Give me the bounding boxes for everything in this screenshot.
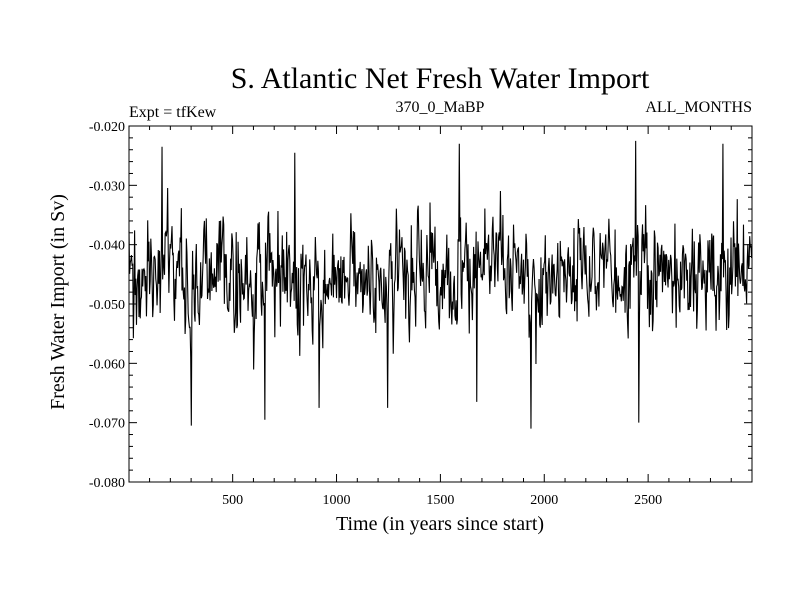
x-tick-label: 500 — [222, 493, 243, 508]
axis-ticks: 500 1000 1500 2000 2500 -0.080 -0.070 -0.060 -0.… — [89, 120, 752, 508]
y-tick-label: -0.030 — [89, 179, 125, 194]
plot-frame — [128, 125, 753, 483]
period-label: 370_0_MaBP — [396, 99, 485, 116]
y-tick-label: -0.020 — [89, 120, 125, 135]
y-axis-label: Fresh Water Import (in Sv) — [47, 194, 69, 410]
chart-title: S. Atlantic Net Fresh Water Import — [231, 62, 650, 95]
x-tick-label: 2500 — [634, 493, 662, 508]
y-tick-label: -0.070 — [89, 417, 125, 432]
y-tick-label: -0.060 — [89, 357, 125, 372]
x-tick-label: 2000 — [530, 493, 558, 508]
months-label: ALL_MONTHS — [645, 99, 752, 116]
x-tick-label: 1500 — [426, 493, 454, 508]
experiment-label: Expt = tfKew — [129, 104, 217, 121]
fresh-water-import-line — [128, 140, 753, 429]
data-series — [128, 140, 753, 429]
y-tick-label: -0.080 — [89, 476, 125, 491]
x-axis-label: Time (in years since start) — [336, 513, 544, 535]
y-tick-label: -0.050 — [89, 298, 125, 313]
x-tick-label: 1000 — [323, 493, 351, 508]
y-tick-label: -0.040 — [89, 239, 125, 254]
